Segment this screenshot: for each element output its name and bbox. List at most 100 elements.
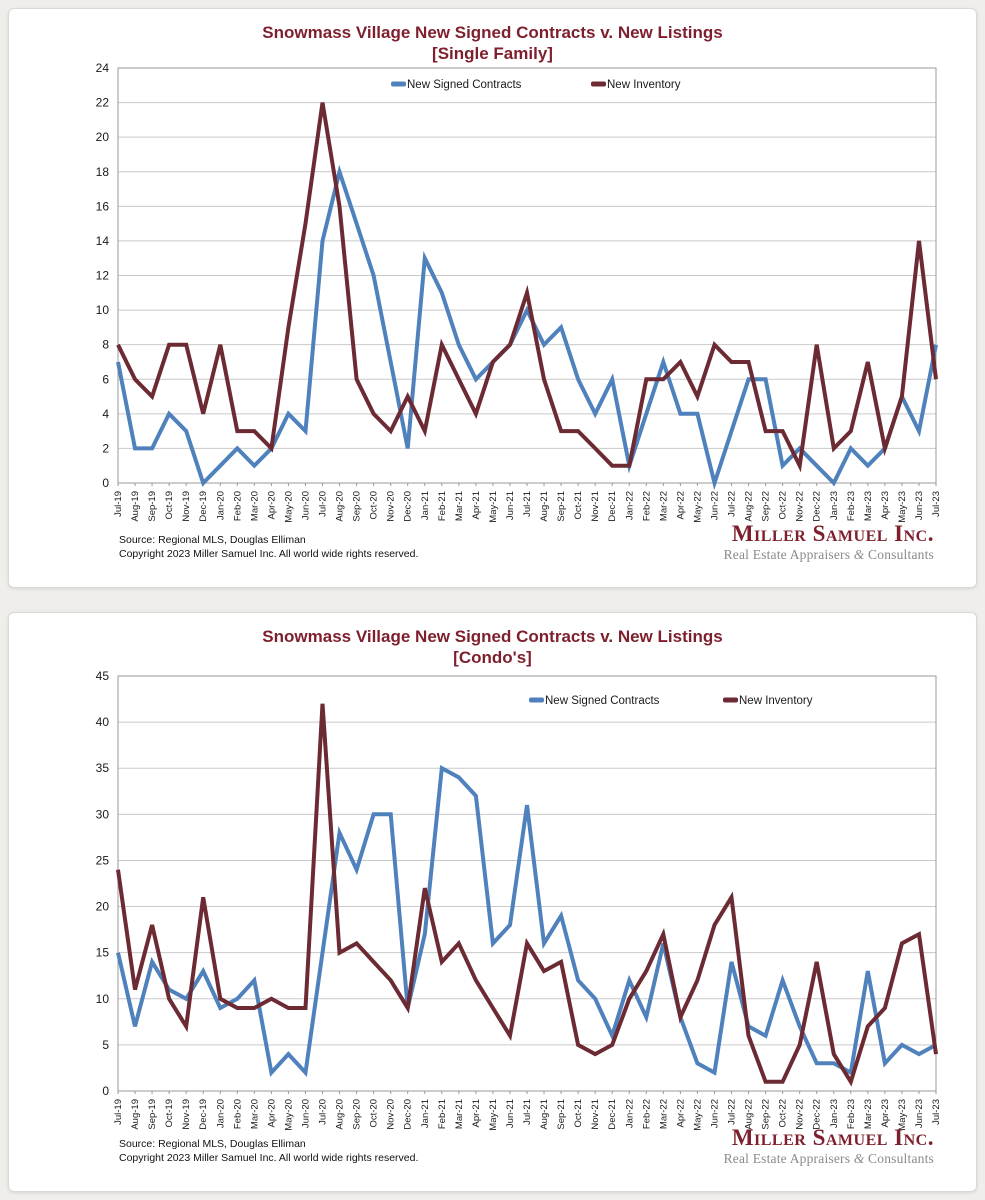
x-tick-label: Nov-21	[590, 491, 601, 522]
legend-label: New Signed Contracts	[407, 79, 522, 91]
x-tick-label: Nov-20	[386, 1099, 397, 1130]
x-tick-label: Mar-22	[658, 491, 669, 521]
brand-tagline: Real Estate Appraisers & Consultants	[723, 1151, 934, 1166]
legend-label: New Signed Contracts	[545, 695, 660, 707]
x-tick-label: Jul-20	[318, 1099, 329, 1125]
x-tick-label: May-22	[692, 1099, 703, 1131]
x-tick-label: Sep-20	[352, 1099, 363, 1130]
x-tick-label: Feb-20	[232, 491, 243, 521]
x-tick-label: Jul-19	[113, 491, 124, 517]
y-tick-label: 10	[96, 303, 110, 317]
y-tick-label: 24	[96, 61, 110, 75]
brand-tagline: Real Estate Appraisers & Consultants	[723, 547, 934, 562]
x-tick-label: Dec-20	[403, 491, 414, 522]
chart-card-condos: 0 5 10 15 20 25 30 35 40 45 Jul-19 Aug-19 Sep-19 Oct-…	[8, 612, 977, 1192]
x-tick-label: Dec-19	[198, 491, 209, 522]
x-tick-label: Jul-22	[727, 491, 738, 517]
x-tick-label: Jun-21	[505, 1099, 516, 1128]
x-tick-label: Feb-23	[846, 1099, 857, 1129]
source-note: Source: Regional MLS, Douglas Elliman Co…	[119, 533, 418, 561]
x-tick-label: Oct-22	[778, 1099, 789, 1128]
legend-marker	[723, 697, 738, 703]
brand-name: Miller Samuel Inc.	[731, 1125, 934, 1150]
x-tick-label: Sep-19	[147, 491, 158, 522]
x-tick-label: Nov-19	[181, 491, 192, 522]
y-tick-label: 20	[96, 130, 110, 144]
x-tick-label: Dec-20	[403, 1099, 414, 1130]
x-tick-label: Nov-21	[590, 1099, 601, 1130]
x-tick-label: Dec-21	[607, 491, 618, 522]
x-tick-label: Jul-23	[931, 1099, 942, 1125]
x-tick-label: Jul-22	[727, 1099, 738, 1125]
y-tick-label: 16	[96, 199, 110, 213]
y-tick-label: 0	[102, 476, 109, 490]
x-tick-label: Mar-23	[863, 491, 874, 521]
new-inventory-line	[116, 703, 938, 1087]
x-tick-label: Jun-20	[300, 1099, 311, 1128]
y-tick-label: 12	[96, 269, 110, 283]
brand-name: Miller Samuel Inc.	[731, 521, 934, 546]
x-tick-label: Sep-19	[147, 1099, 158, 1130]
chart-title-line1: Snowmass Village New Signed Contracts v.…	[262, 23, 723, 42]
y-tick-label: 20	[96, 900, 110, 914]
x-tick-label: Feb-22	[641, 1099, 652, 1129]
x-tick-label: Apr-20	[266, 491, 277, 520]
y-tick-label: 2	[102, 441, 109, 455]
ampersand: &	[853, 547, 865, 562]
source-line: Source: Regional MLS, Douglas Elliman	[119, 1138, 306, 1150]
x-tick-label: Apr-23	[880, 1099, 891, 1128]
chart-title-line1: Snowmass Village New Signed Contracts v.…	[262, 627, 723, 646]
x-tick-label: Aug-21	[539, 1099, 550, 1130]
x-tick-label: Oct-22	[778, 491, 789, 520]
x-tick-label: Apr-22	[675, 491, 686, 520]
x-tick-label: Aug-21	[539, 491, 550, 522]
x-tick-label: Aug-20	[335, 1099, 346, 1130]
y-tick-label: 0	[102, 1084, 109, 1098]
x-tick-label: Mar-20	[249, 1099, 260, 1129]
x-tick-label: Nov-22	[795, 1099, 806, 1130]
new-signed-contracts-line	[116, 164, 938, 491]
x-tick-label: Feb-23	[846, 491, 857, 521]
x-tick-label: Jan-22	[624, 1099, 635, 1128]
y-tick-label: 25	[96, 853, 110, 867]
x-tick-label: Apr-22	[675, 1099, 686, 1128]
x-tick-label: Aug-19	[130, 1099, 141, 1130]
y-tick-label: 30	[96, 807, 110, 821]
x-tick-label: Dec-19	[198, 1099, 209, 1130]
x-tick-label: Mar-22	[658, 1099, 669, 1129]
x-tick-label: May-20	[283, 491, 294, 523]
x-tick-label: May-23	[897, 491, 908, 523]
copyright-line: Copyright 2023 Miller Samuel Inc. All wo…	[119, 1152, 419, 1164]
x-tick-label: Sep-20	[352, 491, 363, 522]
x-tick-label: Jun-20	[300, 491, 311, 520]
x-tick-label: Jun-23	[914, 491, 925, 520]
x-tick-label: Sep-22	[761, 1099, 772, 1130]
miller-samuel-logo: Miller Samuel Inc. Real Estate Appraiser…	[724, 1125, 934, 1167]
legend-marker	[529, 697, 544, 703]
source-line: Source: Regional MLS, Douglas Elliman	[119, 534, 306, 546]
x-tick-label: Apr-21	[471, 491, 482, 520]
new-signed-contracts-line	[116, 765, 937, 1078]
x-tick-label: Oct-21	[573, 491, 584, 520]
legend: New Signed Contracts New Inventory	[391, 79, 681, 91]
x-axis-labels: Jul-19 Aug-19 Sep-19 Oct-19 Nov-19 Dec-19 Jan-…	[113, 1091, 942, 1131]
x-tick-label: Sep-21	[556, 1099, 567, 1130]
x-tick-label: Dec-22	[812, 491, 823, 522]
chart-subtitle-line2: [Condo's]	[453, 648, 532, 667]
x-tick-label: Apr-20	[266, 1099, 277, 1128]
x-tick-label: Nov-20	[386, 491, 397, 522]
x-tick-label: Jun-22	[709, 1099, 720, 1128]
x-tick-label: Aug-20	[335, 491, 346, 522]
x-tick-label: Jul-21	[522, 491, 533, 517]
x-tick-label: Apr-23	[880, 491, 891, 520]
y-tick-label: 22	[96, 96, 110, 110]
x-tick-label: Jan-21	[420, 491, 431, 520]
x-tick-label: Oct-20	[369, 1099, 380, 1128]
plot-border	[117, 675, 937, 1092]
x-tick-label: Jun-21	[505, 491, 516, 520]
x-tick-label: Mar-21	[454, 1099, 465, 1129]
x-tick-label: Jun-22	[709, 491, 720, 520]
x-tick-label: May-22	[692, 491, 703, 523]
